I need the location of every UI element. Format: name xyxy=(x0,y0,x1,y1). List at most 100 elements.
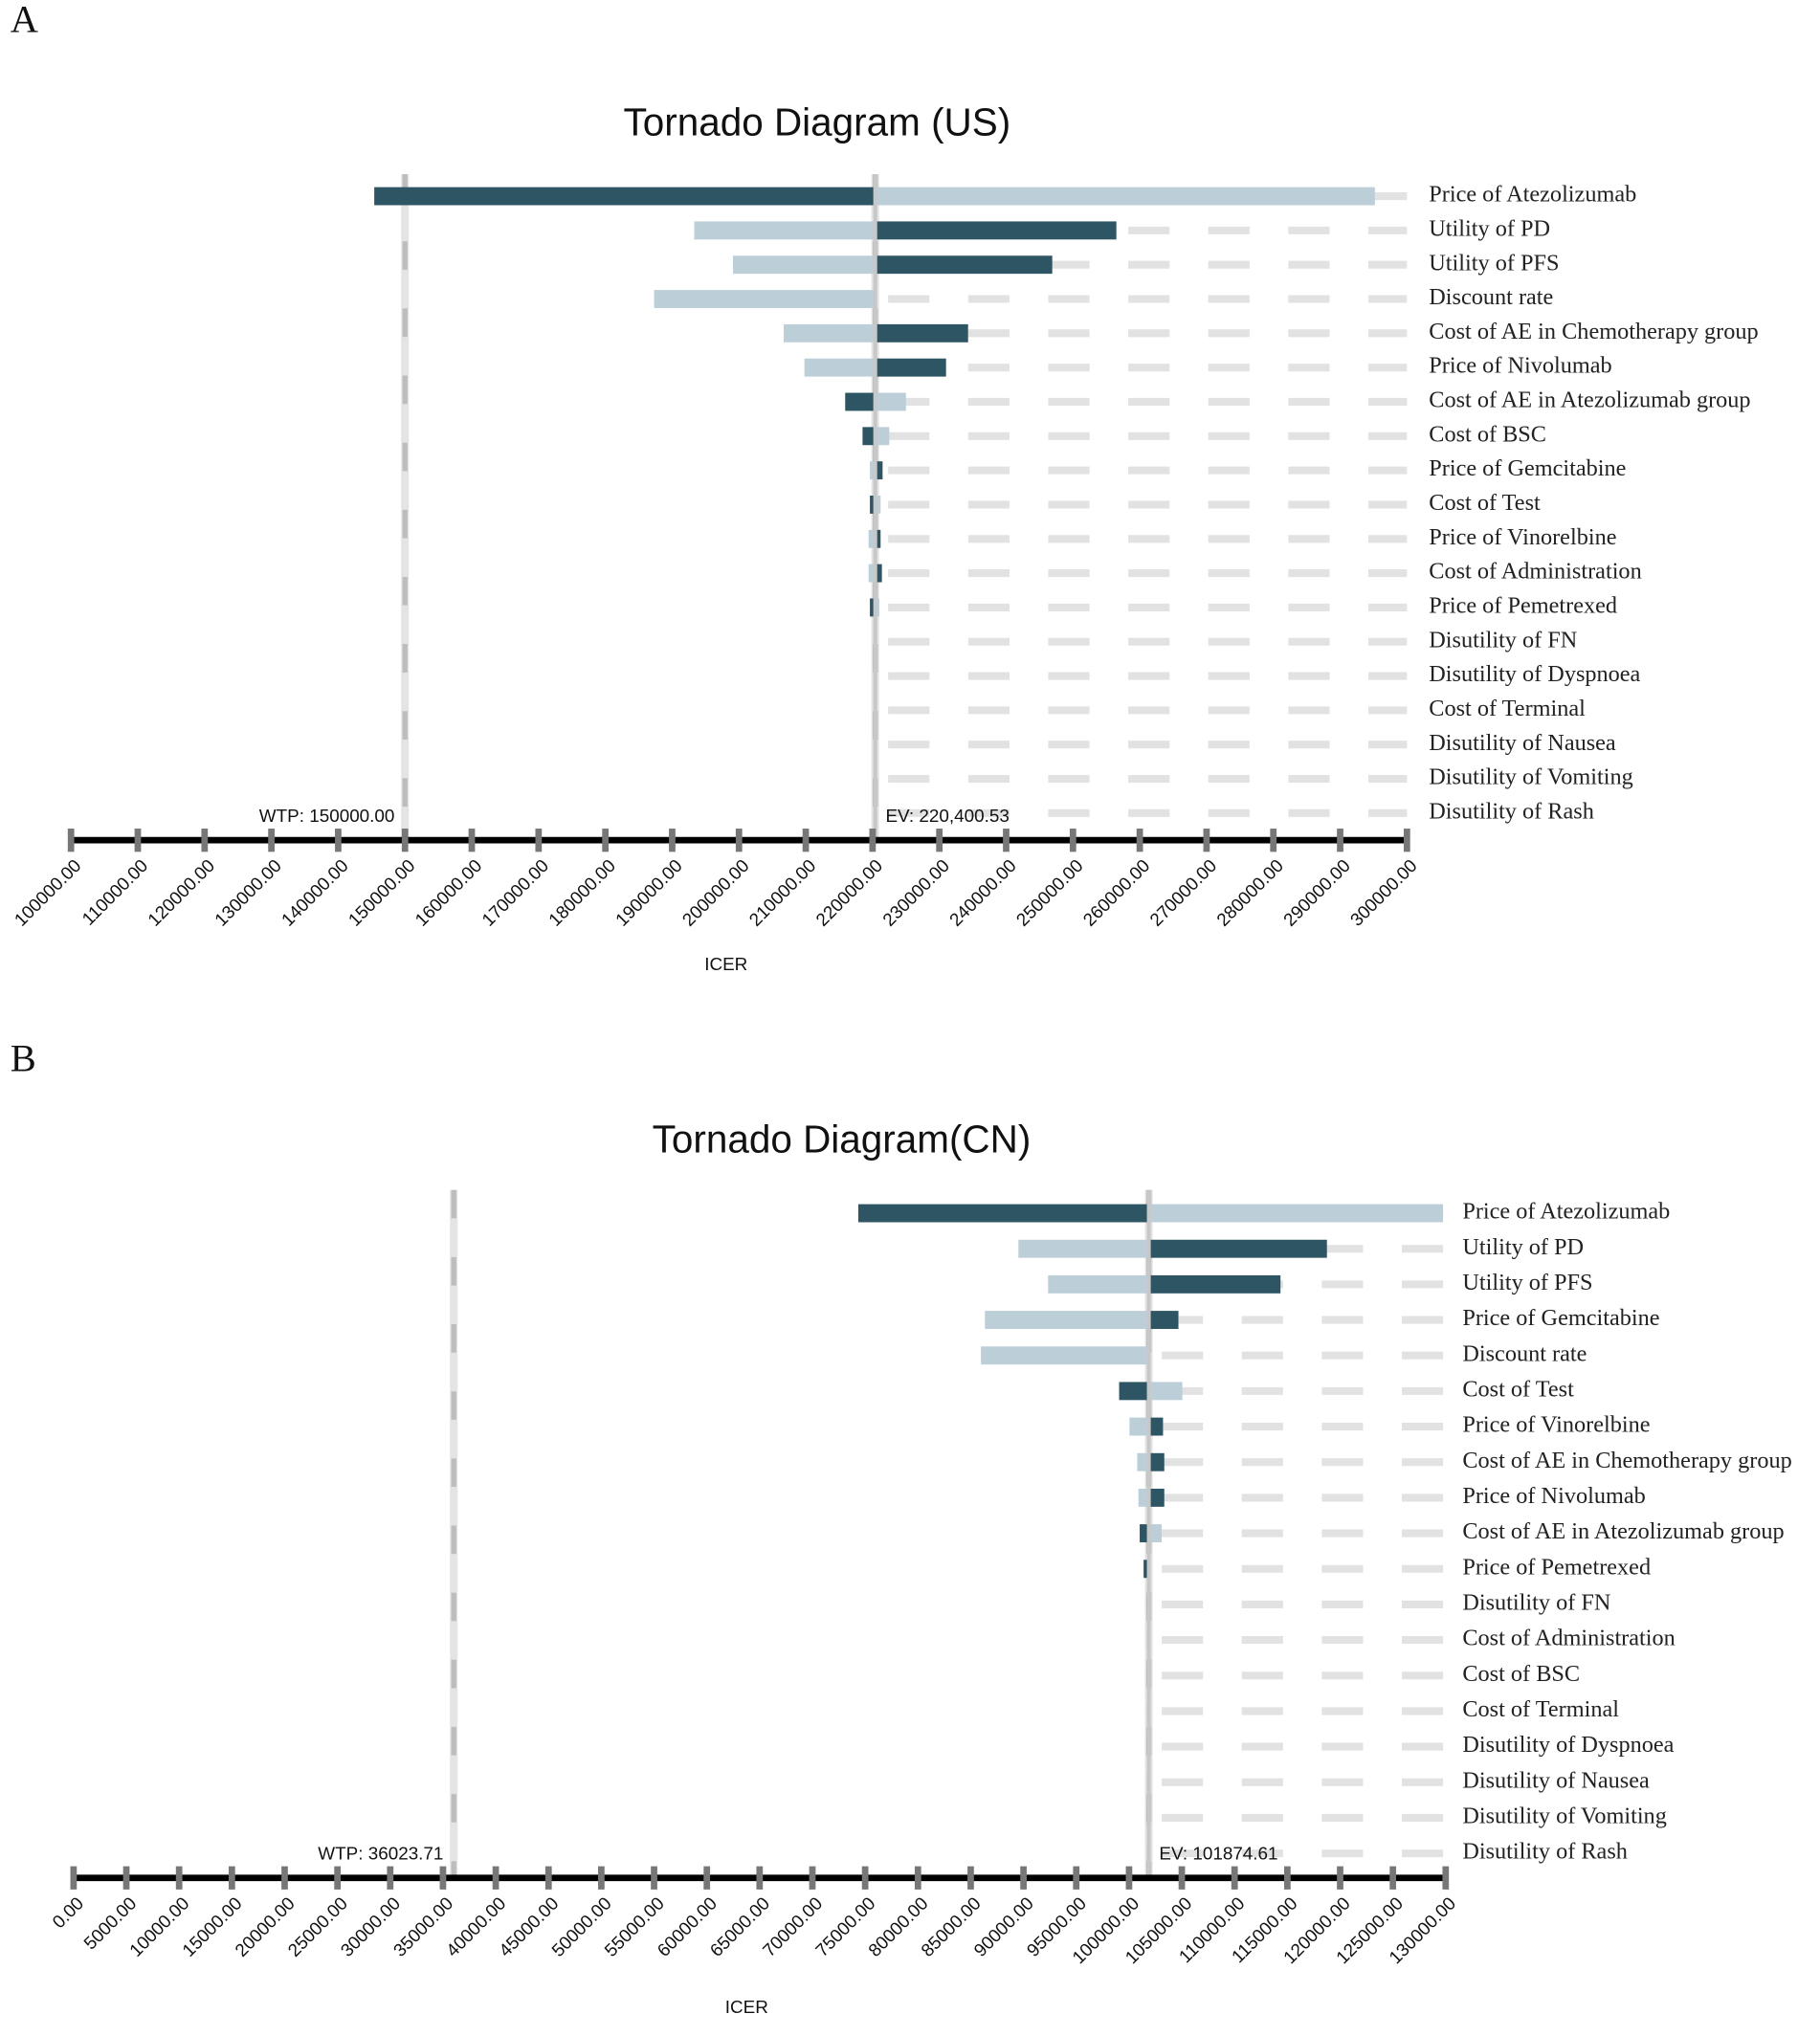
x-tick-label: 110000.00 xyxy=(78,856,152,930)
bar xyxy=(1148,1452,1165,1472)
bar xyxy=(845,392,876,411)
bar xyxy=(1148,1239,1327,1258)
bar xyxy=(1148,1382,1183,1401)
category-label: Discount rate xyxy=(1429,284,1553,310)
category-label: Cost of Test xyxy=(1429,490,1541,516)
bar xyxy=(1148,1204,1444,1223)
category-label: Cost of AE in Chemotherapy group xyxy=(1429,319,1758,344)
bar xyxy=(862,427,876,446)
bar xyxy=(875,358,946,377)
bar xyxy=(870,461,876,480)
bar xyxy=(870,598,876,617)
bar xyxy=(1048,1274,1149,1294)
bar xyxy=(1140,1524,1149,1543)
x-tick-label: 270000.00 xyxy=(1146,856,1221,931)
category-label: Discount rate xyxy=(1462,1340,1587,1366)
category-label: Cost of BSC xyxy=(1429,421,1546,447)
panel-label: B xyxy=(11,1036,36,1079)
bar xyxy=(654,290,876,308)
bar xyxy=(875,461,883,480)
x-tick-label: 190000.00 xyxy=(612,856,687,931)
x-tick-label: 170000.00 xyxy=(478,856,553,931)
category-label: Price of Vinorelbine xyxy=(1429,524,1616,550)
category-label: Cost of Administration xyxy=(1429,559,1641,585)
category-label: Disutility of Rash xyxy=(1462,1839,1628,1865)
category-label: Price of Pemetrexed xyxy=(1462,1554,1651,1580)
category-label: Price of Gemcitabine xyxy=(1429,455,1626,481)
bar xyxy=(868,529,876,548)
category-label: Price of Nivolumab xyxy=(1429,353,1611,379)
category-label: Utility of PD xyxy=(1429,215,1550,241)
x-tick-label: 240000.00 xyxy=(946,856,1021,931)
bar xyxy=(875,323,968,343)
bar xyxy=(1018,1239,1149,1258)
ev-label: EV: 101874.61 xyxy=(1159,1844,1277,1864)
category-label: Price of Atezolizumab xyxy=(1429,182,1636,208)
category-label: Price of Nivolumab xyxy=(1462,1483,1645,1509)
bar xyxy=(1137,1452,1149,1472)
x-tick-label: 280000.00 xyxy=(1213,856,1288,931)
bar xyxy=(875,496,881,514)
category-label: Cost of Administration xyxy=(1462,1626,1675,1651)
bar xyxy=(875,255,1053,275)
bar xyxy=(1129,1417,1149,1436)
x-tick-label: 130000.00 xyxy=(211,856,286,931)
ev-label: EV: 220,400.53 xyxy=(885,807,1009,827)
bar xyxy=(875,187,1375,206)
bar xyxy=(804,358,876,377)
bar xyxy=(1138,1488,1149,1507)
x-tick-label: 250000.00 xyxy=(1013,856,1088,931)
bar xyxy=(784,323,876,343)
x-tick-label: 0.00 xyxy=(49,1893,88,1933)
x-tick-label: 140000.00 xyxy=(278,856,353,931)
bar xyxy=(1148,1274,1281,1294)
category-label: Disutility of Nausea xyxy=(1462,1767,1650,1793)
category-label: Disutility of Dyspnoea xyxy=(1429,661,1640,687)
bar xyxy=(868,564,876,583)
bar xyxy=(1148,1311,1179,1329)
category-label: Utility of PFS xyxy=(1429,250,1559,276)
category-label: Price of Vinorelbine xyxy=(1462,1412,1650,1438)
category-label: Cost of Terminal xyxy=(1462,1696,1619,1722)
bar xyxy=(875,392,906,411)
bar xyxy=(1143,1560,1149,1579)
bar xyxy=(875,564,882,583)
category-label: Disutility of Vomiting xyxy=(1429,764,1632,790)
category-label: Disutility of Nausea xyxy=(1429,730,1616,756)
category-label: Cost of BSC xyxy=(1462,1661,1580,1687)
category-label: Utility of PD xyxy=(1462,1234,1584,1260)
bar xyxy=(694,221,876,240)
x-tick-label: 260000.00 xyxy=(1079,856,1154,931)
bar xyxy=(875,427,890,446)
category-label: Price of Atezolizumab xyxy=(1462,1199,1670,1225)
x-tick-label: 290000.00 xyxy=(1280,856,1355,931)
bar xyxy=(875,529,881,548)
wtp-label: WTP: 36023.71 xyxy=(318,1844,443,1864)
bar xyxy=(875,598,879,617)
x-tick-label: 120000.00 xyxy=(144,856,219,931)
bar xyxy=(732,255,876,275)
category-label: Disutility of FN xyxy=(1462,1589,1610,1615)
x-tick-label: 230000.00 xyxy=(879,856,954,931)
category-label: Cost of AE in Atezolizumab group xyxy=(1462,1518,1784,1544)
wtp-label: WTP: 150000.00 xyxy=(259,807,395,827)
x-tick-label: 160000.00 xyxy=(411,856,486,931)
x-axis-label: ICER xyxy=(704,955,747,975)
category-label: Cost of AE in Atezolizumab group xyxy=(1429,387,1750,413)
category-label: Price of Pemetrexed xyxy=(1429,592,1617,618)
bar xyxy=(1119,1382,1149,1401)
bar xyxy=(875,221,1117,240)
x-tick-label: 150000.00 xyxy=(344,856,419,931)
category-label: Cost of Terminal xyxy=(1429,696,1586,721)
category-label: Cost of Test xyxy=(1462,1376,1574,1402)
x-tick-label: 180000.00 xyxy=(545,856,620,931)
category-label: Disutility of Dyspnoea xyxy=(1462,1732,1674,1758)
bar xyxy=(1148,1488,1165,1507)
x-tick-label: 210000.00 xyxy=(745,856,820,931)
category-label: Price of Gemcitabine xyxy=(1462,1305,1659,1331)
category-label: Utility of PFS xyxy=(1462,1270,1592,1295)
bar xyxy=(870,496,876,514)
category-label: Cost of AE in Chemotherapy group xyxy=(1462,1448,1791,1473)
bar xyxy=(1148,1417,1164,1436)
bar xyxy=(374,187,876,206)
